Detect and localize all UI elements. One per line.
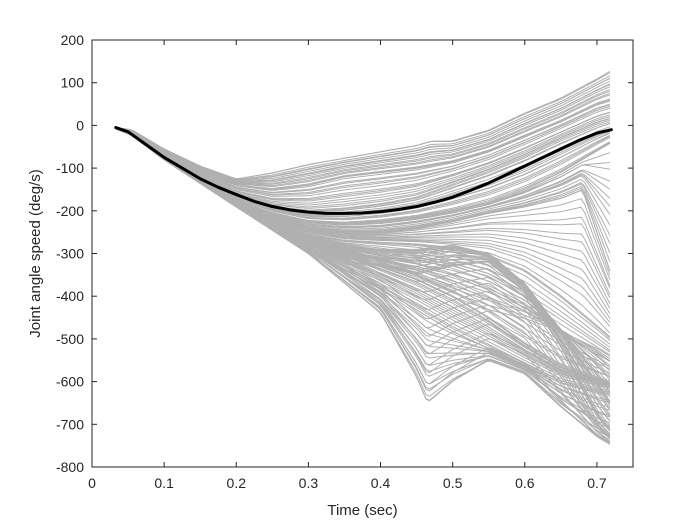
x-axis: 0 0.1 0.2 0.3 0.4 0.5 0.6 0.7 <box>88 40 607 491</box>
y-tick-label: 0 <box>76 117 84 133</box>
y-tick-label: -400 <box>56 288 84 304</box>
plot-area <box>114 70 613 445</box>
x-tick-label: 0.3 <box>299 475 319 491</box>
ensemble-lines <box>115 70 611 445</box>
y-tick-label: -500 <box>56 331 84 347</box>
ensemble-line <box>115 112 611 202</box>
ensemble-line <box>115 70 611 180</box>
mean-line <box>114 126 613 215</box>
x-tick-label: 0.5 <box>443 475 463 491</box>
ensemble-line <box>115 107 611 197</box>
ensemble-line <box>115 128 611 357</box>
ensemble-line <box>115 100 611 191</box>
y-axis: 200 100 0 -100 -200 -300 -400 -500 -600 -700 -800 <box>56 32 633 475</box>
x-tick-label: 0.4 <box>371 475 391 491</box>
x-tick-label: 0.7 <box>587 475 607 491</box>
y-tick-label: -200 <box>56 203 84 219</box>
x-tick-label: 0.2 <box>227 475 247 491</box>
y-tick-label: -100 <box>56 160 84 176</box>
y-tick-label: -700 <box>56 416 84 432</box>
ensemble-line <box>115 94 611 188</box>
y-tick-label: 200 <box>61 32 85 48</box>
y-axis-label: Joint angle speed (deg/s) <box>27 169 44 337</box>
x-tick-label: 0.1 <box>154 475 174 491</box>
x-tick-label: 0 <box>88 475 96 491</box>
y-tick-label: -300 <box>56 246 84 262</box>
x-tick-label: 0.6 <box>515 475 535 491</box>
y-tick-label: -600 <box>56 374 84 390</box>
y-tick-label: 100 <box>61 75 85 91</box>
y-tick-label: -800 <box>56 459 84 475</box>
x-axis-label: Time (sec) <box>327 502 397 519</box>
